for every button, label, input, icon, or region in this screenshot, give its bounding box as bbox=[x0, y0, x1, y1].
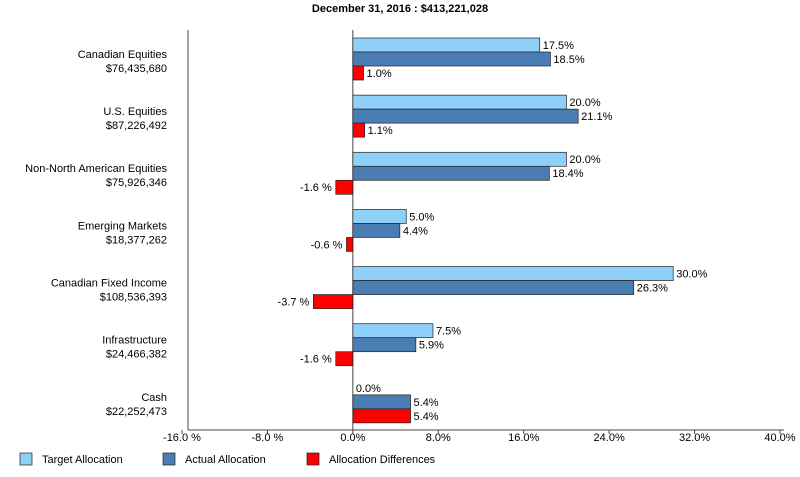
legend-label: Allocation Differences bbox=[329, 454, 436, 466]
value-label: 21.1% bbox=[581, 111, 612, 123]
bar bbox=[352, 209, 407, 224]
category-label: Non-North American Equities bbox=[25, 163, 167, 175]
x-tick-label: 40.0% bbox=[764, 432, 795, 444]
value-label: 20.0% bbox=[569, 97, 600, 109]
category-label: Canadian Fixed Income bbox=[51, 277, 167, 289]
bar bbox=[352, 108, 579, 124]
value-label: 18.4% bbox=[552, 168, 583, 180]
category-amount: $87,226,492 bbox=[106, 120, 167, 132]
bar bbox=[335, 351, 354, 367]
value-label: 1.1% bbox=[368, 125, 393, 137]
bar bbox=[352, 37, 541, 53]
value-label: 5.0% bbox=[409, 211, 434, 223]
value-label: -3.7 % bbox=[278, 296, 310, 308]
x-tick-label: 0.0% bbox=[340, 432, 365, 444]
legend-label: Actual Allocation bbox=[185, 454, 266, 466]
x-tick-label: 24.0% bbox=[594, 432, 625, 444]
bar bbox=[335, 179, 354, 195]
x-tick-label: 8.0% bbox=[426, 432, 451, 444]
category-amount: $108,536,393 bbox=[100, 291, 167, 303]
category-label: Emerging Markets bbox=[78, 220, 168, 232]
x-tick-label: 16.0% bbox=[508, 432, 539, 444]
bar bbox=[352, 151, 567, 167]
bar bbox=[352, 323, 434, 339]
value-label: 5.4% bbox=[414, 397, 439, 409]
value-label: 7.5% bbox=[436, 326, 461, 338]
value-label: 1.0% bbox=[367, 68, 392, 80]
legend-swatch bbox=[306, 452, 320, 466]
category-amount: $22,252,473 bbox=[106, 406, 167, 418]
bar bbox=[352, 223, 401, 238]
bar bbox=[312, 294, 354, 309]
value-label: 30.0% bbox=[676, 268, 707, 280]
category-label: Infrastructure bbox=[102, 335, 167, 347]
value-label: -0.6 % bbox=[311, 239, 343, 251]
bar bbox=[352, 165, 550, 181]
bar bbox=[352, 51, 551, 67]
category-amount: $76,435,680 bbox=[106, 63, 167, 75]
bar bbox=[352, 266, 674, 281]
value-label: 17.5% bbox=[543, 40, 574, 52]
category-amount: $24,466,382 bbox=[106, 349, 167, 361]
legend-label: Target Allocation bbox=[42, 454, 123, 466]
value-label: 5.9% bbox=[419, 340, 444, 352]
value-label: 26.3% bbox=[637, 282, 668, 294]
bar bbox=[352, 408, 411, 424]
category-label: U.S. Equities bbox=[103, 106, 167, 118]
x-tick-label: -16.0 % bbox=[163, 432, 201, 444]
value-label: -1.6 % bbox=[300, 182, 332, 194]
category-label: Canadian Equities bbox=[78, 49, 168, 61]
value-label: 5.4% bbox=[414, 411, 439, 423]
bar bbox=[352, 394, 411, 410]
legend-swatch bbox=[162, 452, 176, 466]
category-label: Cash bbox=[141, 392, 167, 404]
bar bbox=[352, 122, 365, 138]
category-amount: $18,377,262 bbox=[106, 234, 167, 246]
category-amount: $75,926,346 bbox=[106, 177, 167, 189]
bar bbox=[352, 280, 635, 295]
x-tick-label: -8.0 % bbox=[252, 432, 284, 444]
legend-swatch bbox=[19, 452, 33, 466]
value-label: -1.6 % bbox=[300, 354, 332, 366]
x-tick-label: 32.0% bbox=[679, 432, 710, 444]
bar bbox=[352, 94, 567, 110]
chart-title: December 31, 2016 : $413,221,028 bbox=[312, 3, 488, 15]
bar bbox=[346, 237, 354, 252]
value-label: 18.5% bbox=[553, 54, 584, 66]
bar bbox=[352, 337, 417, 353]
value-label: 20.0% bbox=[569, 154, 600, 166]
bar bbox=[352, 65, 364, 81]
value-label: 4.4% bbox=[403, 225, 428, 237]
value-label: 0.0% bbox=[356, 383, 381, 395]
